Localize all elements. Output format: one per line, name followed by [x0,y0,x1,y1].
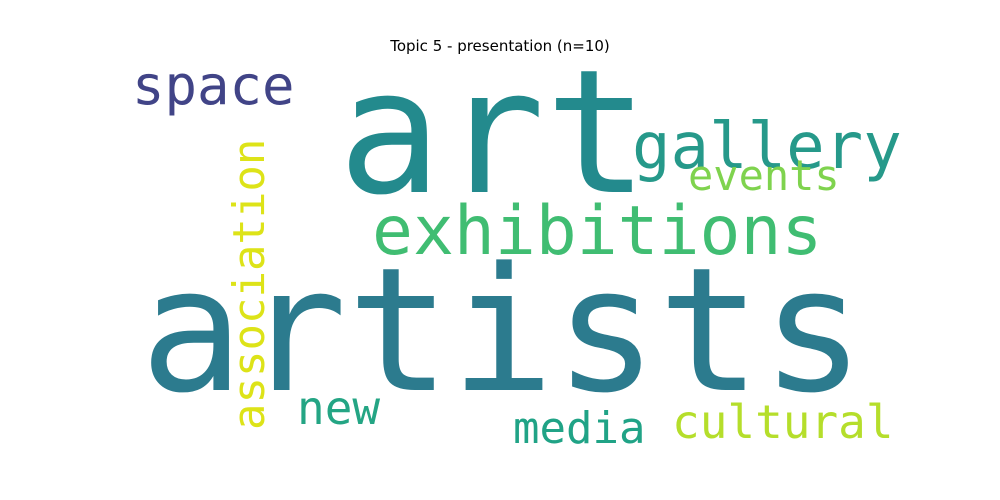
word-exhibitions: exhibitions [372,192,822,271]
word-new: new [297,381,380,435]
figure-title: Topic 5 - presentation (n=10) [390,37,610,55]
word-art: art [338,32,649,233]
word-cultural: cultural [672,395,894,449]
word-media: media [513,403,645,454]
word-gallery: gallery [632,110,902,184]
word-events: events [688,151,840,200]
word-space: space [132,54,295,117]
word-artists: artists [140,230,865,431]
word-association: association [224,139,275,430]
